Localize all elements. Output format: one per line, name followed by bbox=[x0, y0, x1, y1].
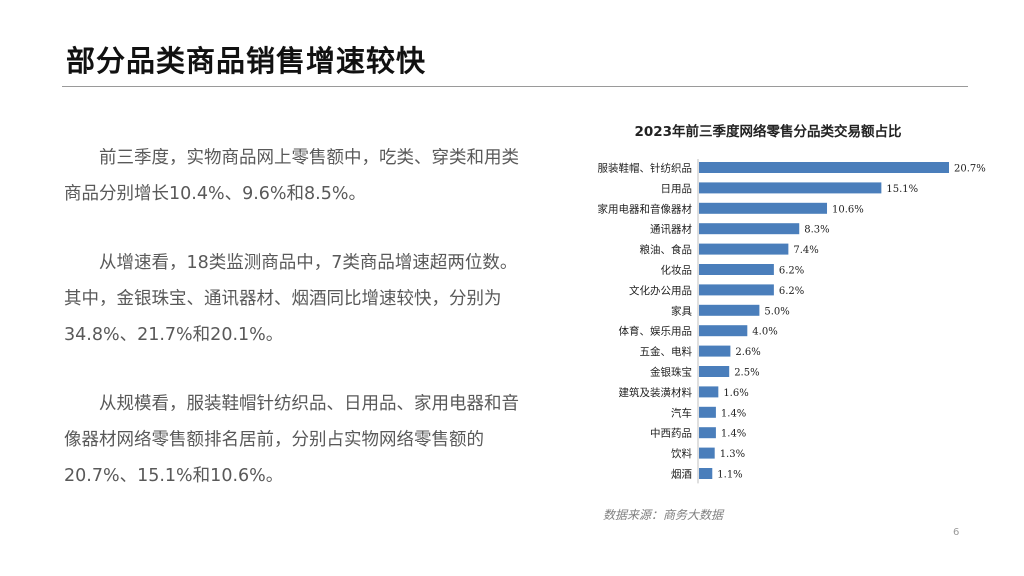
data-label: 7.4% bbox=[793, 245, 818, 256]
category-label: 日用品 bbox=[661, 183, 693, 195]
data-label: 4.0% bbox=[752, 327, 777, 338]
bar bbox=[699, 447, 715, 459]
slide-title: 部分品类商品销售增速较快 bbox=[66, 44, 427, 78]
bar bbox=[699, 264, 774, 275]
category-label: 五金、电料 bbox=[640, 345, 693, 358]
category-label: 文化办公用品 bbox=[629, 284, 692, 297]
category-label: 家用电器和音像器材 bbox=[598, 202, 693, 215]
data-label: 6.2% bbox=[779, 286, 804, 297]
paragraph-food-clothing-goods: 前三季度，实物商品网上零售额中，吃类、穿类和用类商品分别增长10.4%、9.6%… bbox=[64, 148, 519, 204]
category-label: 建筑及装潢材料 bbox=[619, 386, 693, 399]
bar bbox=[699, 345, 731, 357]
paragraph-scale: 从规模看，服装鞋帽针纺织品、日用品、家用电器和音像器材网络零售额排名居前，分别占… bbox=[64, 394, 519, 486]
category-share-chart: 2023年前三季度网络零售分品类交易额占比 服装鞋帽、针纺织品 20.7% 日用品 1… bbox=[558, 116, 1008, 526]
bar bbox=[699, 284, 774, 296]
data-label: 15.1% bbox=[886, 184, 918, 195]
category-label: 粮油、食品 bbox=[640, 243, 693, 256]
category-label: 服装鞋帽、针纺织品 bbox=[598, 162, 693, 175]
bar bbox=[699, 304, 760, 316]
category-label: 化妆品 bbox=[661, 264, 693, 277]
data-label: 1.4% bbox=[721, 408, 746, 419]
category-label: 体育、娱乐用品 bbox=[619, 325, 693, 338]
category-label: 通讯器材 bbox=[650, 223, 692, 236]
category-label: 家具 bbox=[671, 304, 692, 317]
data-label: 1.1% bbox=[717, 470, 742, 481]
data-label: 1.4% bbox=[721, 429, 746, 440]
category-label: 汽车 bbox=[671, 406, 692, 419]
data-label: 8.3% bbox=[804, 225, 829, 236]
bar bbox=[699, 366, 730, 377]
body-text: 前三季度，实物商品网上零售额中，吃类、穿类和用类商品分别增长10.4%、9.6%… bbox=[64, 140, 534, 527]
bar bbox=[699, 325, 748, 337]
category-label: 烟酒 bbox=[671, 468, 692, 481]
bar bbox=[699, 182, 882, 194]
data-source-note: 数据来源：商务大数据 bbox=[603, 508, 724, 522]
chart-plot-area: 服装鞋帽、针纺织品 20.7% 日用品 15.1% 家用电器和音像器材 10.6% 通讯器材… bbox=[598, 159, 986, 484]
bar bbox=[699, 427, 716, 439]
data-label: 2.5% bbox=[734, 368, 759, 379]
data-label: 2.6% bbox=[735, 347, 760, 358]
bar bbox=[699, 243, 789, 255]
category-label: 金银珠宝 bbox=[650, 366, 692, 379]
bar bbox=[699, 162, 949, 173]
data-label: 20.7% bbox=[954, 164, 986, 175]
chart-title: 2023年前三季度网络零售分品类交易额占比 bbox=[634, 124, 902, 140]
bar bbox=[699, 468, 713, 479]
title-divider bbox=[62, 86, 968, 87]
data-label: 10.6% bbox=[832, 204, 864, 215]
data-label: 1.3% bbox=[720, 449, 745, 460]
bar bbox=[699, 406, 716, 418]
data-label: 5.0% bbox=[764, 306, 789, 317]
page-number: 6 bbox=[953, 527, 960, 538]
category-label: 饮料 bbox=[671, 447, 692, 460]
bar bbox=[699, 223, 800, 235]
data-label: 1.6% bbox=[723, 388, 748, 399]
category-label: 中西药品 bbox=[650, 427, 692, 440]
bar bbox=[699, 386, 719, 398]
bar bbox=[699, 202, 828, 214]
paragraph-growth-rate: 从增速看，18类监测商品中，7类商品增速超两位数。其中，金银珠宝、通讯器材、烟酒… bbox=[64, 253, 518, 345]
data-label: 6.2% bbox=[779, 266, 804, 277]
